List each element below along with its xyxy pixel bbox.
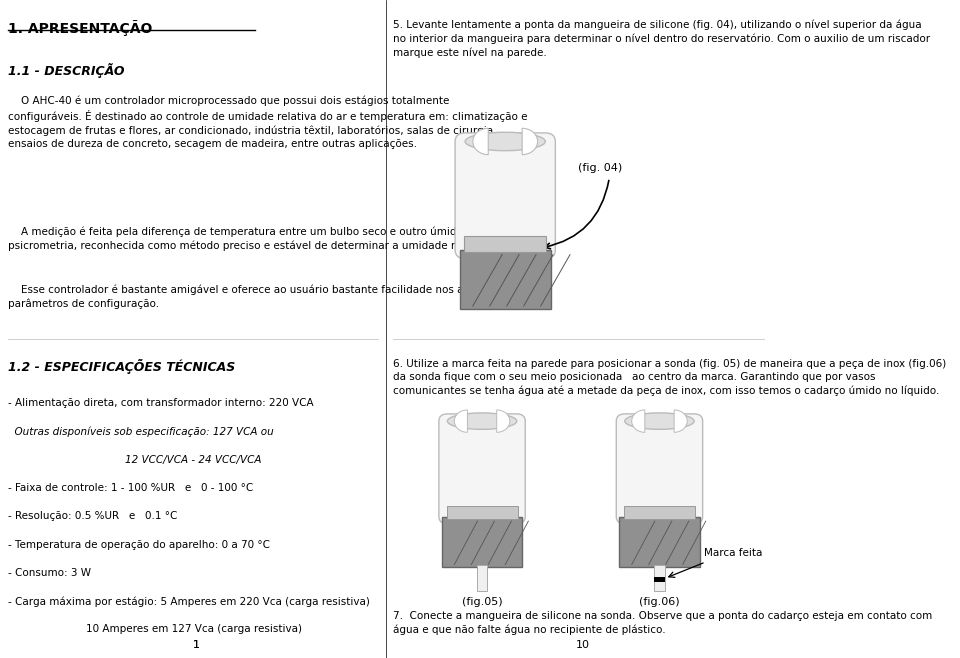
Text: (fig. 04): (fig. 04): [579, 163, 623, 173]
Wedge shape: [674, 410, 687, 432]
Text: - Carga máxima por estágio: 5 Amperes em 220 Vca (carga resistiva): - Carga máxima por estágio: 5 Amperes em…: [8, 596, 370, 607]
FancyBboxPatch shape: [465, 236, 546, 252]
Text: Marca feita: Marca feita: [705, 548, 762, 558]
FancyBboxPatch shape: [624, 506, 695, 519]
Ellipse shape: [447, 413, 516, 430]
Text: Esse controlador é bastante amigável e oferece ao usuário bastante facilidade no: Esse controlador é bastante amigável e o…: [8, 285, 516, 309]
Text: - Temperatura de operação do aparelho: 0 a 70 °C: - Temperatura de operação do aparelho: 0…: [8, 540, 270, 549]
Wedge shape: [522, 128, 538, 155]
Text: 10: 10: [575, 640, 589, 650]
Text: 1: 1: [193, 640, 201, 650]
Text: O AHC-40 é um controlador microprocessado que possui dois estágios totalmente
co: O AHC-40 é um controlador microprocessad…: [8, 95, 527, 149]
FancyBboxPatch shape: [446, 506, 517, 519]
Text: (fig.05): (fig.05): [462, 597, 502, 607]
Text: - Resolução: 0.5 %UR   e   0.1 °C: - Resolução: 0.5 %UR e 0.1 °C: [8, 511, 177, 521]
Text: 1: 1: [193, 640, 201, 650]
Ellipse shape: [465, 132, 545, 151]
Text: Outras disponíveis sob especificação: 127 VCA ou: Outras disponíveis sob especificação: 12…: [8, 426, 274, 437]
Wedge shape: [473, 128, 489, 155]
Text: 6. Utilize a marca feita na parede para posicionar a sonda (fig. 05) de maneira : 6. Utilize a marca feita na parede para …: [394, 359, 947, 395]
Text: 1.1 - DESCRIÇÃO: 1.1 - DESCRIÇÃO: [8, 63, 124, 78]
FancyBboxPatch shape: [460, 250, 551, 309]
Text: 1. APRESENTAÇÃO: 1. APRESENTAÇÃO: [8, 20, 152, 36]
FancyBboxPatch shape: [442, 517, 522, 567]
Wedge shape: [454, 410, 468, 432]
Text: 12 VCC/VCA - 24 VCC/VCA: 12 VCC/VCA - 24 VCC/VCA: [8, 455, 261, 465]
Text: 7.  Conecte a mangueira de silicone na sonda. Observe que a ponta do cadarço est: 7. Conecte a mangueira de silicone na so…: [394, 611, 932, 634]
Text: - Alimentação direta, com transformador interno: 220 VCA: - Alimentação direta, com transformador …: [8, 398, 313, 408]
Bar: [654, 577, 665, 582]
Ellipse shape: [625, 413, 694, 430]
Text: 1.2 - ESPECIFICAÇÕES TÉCNICAS: 1.2 - ESPECIFICAÇÕES TÉCNICAS: [8, 359, 235, 374]
Bar: [654, 565, 665, 591]
FancyBboxPatch shape: [619, 517, 700, 567]
Bar: [477, 565, 488, 591]
Text: 5. Levante lentamente a ponta da mangueira de silicone (fig. 04), utilizando o n: 5. Levante lentamente a ponta da manguei…: [394, 20, 930, 58]
Text: (fig.06): (fig.06): [639, 597, 680, 607]
FancyBboxPatch shape: [616, 414, 703, 524]
Text: 10 Amperes em 127 Vca (carga resistiva): 10 Amperes em 127 Vca (carga resistiva): [8, 624, 301, 634]
Text: - Consumo: 3 W: - Consumo: 3 W: [8, 568, 90, 578]
FancyBboxPatch shape: [439, 414, 525, 524]
Text: A medição é feita pela diferença de temperatura entre um bulbo seco e outro úmid: A medição é feita pela diferença de temp…: [8, 225, 522, 251]
FancyBboxPatch shape: [455, 133, 555, 259]
Wedge shape: [496, 410, 510, 432]
Wedge shape: [632, 410, 645, 432]
Text: - Faixa de controle: 1 - 100 %UR   e   0 - 100 °C: - Faixa de controle: 1 - 100 %UR e 0 - 1…: [8, 483, 253, 493]
